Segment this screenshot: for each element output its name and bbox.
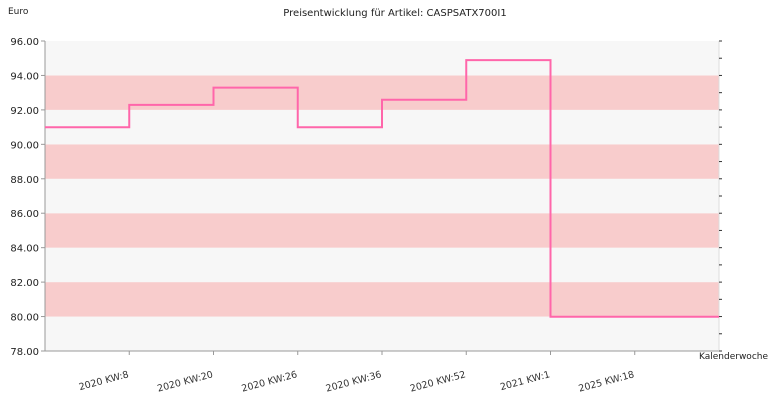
x-tick-label: 2025 KW:18 — [577, 369, 635, 394]
y-tick-label: 80.00 — [10, 313, 39, 324]
grid-band — [45, 316, 719, 351]
x-tick-label: 2020 KW:26 — [240, 369, 298, 394]
y-tick-label: 86.00 — [10, 209, 39, 220]
x-axis-label: Kalenderwoche — [699, 352, 768, 362]
x-tick-label: 2021 KW:1 — [499, 369, 551, 393]
grid-band — [45, 178, 719, 214]
grid-band — [45, 144, 719, 179]
x-axis-ticks: 2020 KW:8 2020 KW:20 2020 KW:26 2020 KW:36 2… — [78, 351, 636, 395]
grid-band — [45, 247, 719, 283]
y-tick-label: 94.00 — [10, 71, 39, 82]
y-axis-ticks: 78.00 80.00 82.00 84.00 86.00 88.00 90.00 92.00… — [10, 37, 722, 358]
y-tick-label: 92.00 — [10, 106, 39, 117]
y-tick-label: 90.00 — [10, 140, 39, 151]
grid-band — [45, 41, 719, 76]
price-step-line — [45, 59, 719, 318]
y-tick-label: 96.00 — [10, 37, 39, 48]
x-tick-label: 2020 KW:20 — [156, 369, 214, 394]
y-tick-label: 84.00 — [10, 244, 39, 255]
plot-background — [45, 41, 719, 351]
grid-band — [45, 213, 719, 248]
x-tick-label: 2020 KW:36 — [325, 369, 383, 394]
chart-title: Preisentwicklung für Artikel: CASPSATX70… — [283, 8, 506, 19]
grid-band — [45, 282, 719, 317]
price-series — [45, 59, 719, 318]
y-tick-label: 78.00 — [10, 347, 39, 358]
y-axis-label: Euro — [8, 7, 29, 17]
x-tick-label: 2020 KW:8 — [78, 369, 130, 393]
y-tick-label: 82.00 — [10, 278, 39, 289]
x-tick-label: 2020 KW:52 — [409, 369, 467, 394]
y-tick-label: 88.00 — [10, 175, 39, 186]
